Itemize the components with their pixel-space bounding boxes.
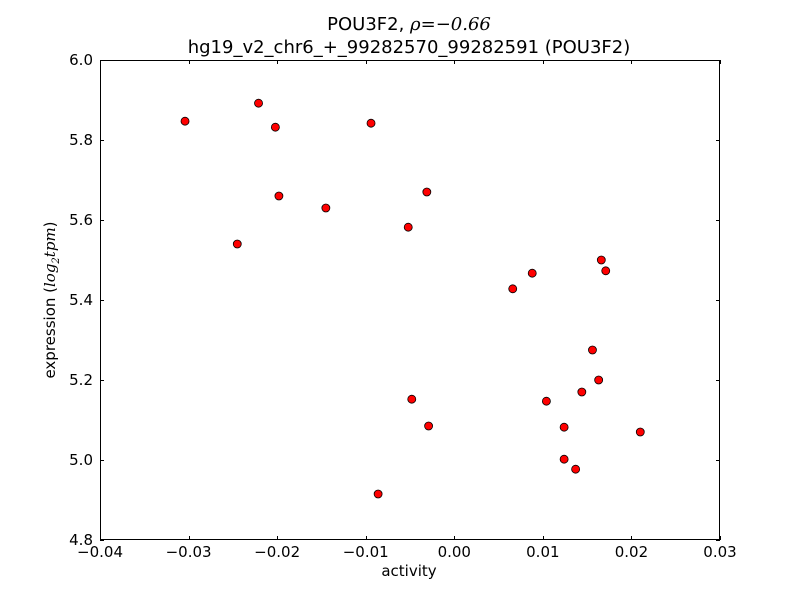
y-axis-label: expression (log2tpm)	[41, 221, 62, 378]
scatter-point	[588, 345, 597, 355]
y-tick-label: 5.8	[69, 131, 93, 149]
scatter-point	[635, 427, 645, 437]
y-tick-label: 5.4	[69, 291, 93, 309]
y-tick-label: 4.8	[69, 531, 93, 549]
y-axis: 4.8 5.0 5.2 5.4 5.6 5.8 6.0	[69, 51, 720, 549]
x-tick-label: −0.04	[77, 543, 123, 561]
scatter-point	[407, 394, 417, 404]
scatter-point	[274, 191, 284, 201]
y-label-sub: 2	[51, 257, 62, 264]
x-tick-label: −0.03	[166, 543, 212, 561]
title-rho-symbol: ρ	[409, 14, 421, 35]
x-tick-label: 0.00	[438, 543, 471, 561]
scatter-point	[527, 268, 537, 278]
scatter-points	[180, 98, 645, 499]
y-tick-label: 5.6	[69, 211, 93, 229]
scatter-point	[577, 387, 587, 397]
scatter-point	[594, 375, 604, 385]
scatter-point	[422, 187, 432, 197]
x-axis-label: activity	[381, 562, 436, 580]
y-label-close: )	[41, 221, 59, 227]
scatter-point	[403, 222, 413, 232]
y-label-tpm: tpm	[41, 227, 59, 257]
scatter-point	[571, 464, 581, 474]
plot-area	[100, 60, 720, 540]
y-label-log: log	[41, 264, 59, 287]
y-tick-label: 5.2	[69, 371, 93, 389]
x-tick-label: 0.03	[703, 543, 736, 561]
y-tick-label: 6.0	[69, 51, 93, 69]
title-rho-value: =−0.66	[421, 14, 491, 35]
scatter-point	[559, 422, 569, 432]
scatter-point	[508, 284, 518, 294]
x-axis: −0.04 −0.03 −0.02 −0.01 0.00 0.01 0.02 0.03	[77, 60, 737, 561]
scatter-point	[424, 421, 434, 431]
scatter-point	[254, 98, 263, 108]
x-tick-label: −0.02	[254, 543, 300, 561]
scatter-point	[366, 118, 376, 128]
y-label-main: expression (	[41, 287, 59, 379]
scatter-point	[542, 396, 551, 406]
x-tick-label: −0.01	[343, 543, 389, 561]
scatter-point	[270, 122, 280, 132]
scatter-point	[373, 489, 383, 499]
scatter-point	[596, 255, 606, 265]
chart-title-line1: POU3F2, ρ=−0.66	[327, 14, 491, 35]
scatter-point	[559, 454, 569, 464]
x-tick-label: 0.01	[526, 543, 559, 561]
scatter-point	[180, 116, 190, 126]
y-tick-label: 5.0	[69, 451, 93, 469]
chart-title-line2: hg19_v2_chr6_+_99282570_99282591 (POU3F2…	[188, 37, 631, 58]
x-tick-label: 0.02	[615, 543, 648, 561]
scatter-point	[232, 239, 242, 249]
scatter-point	[601, 266, 611, 276]
scatter-point	[321, 203, 331, 213]
title-prefix: POU3F2,	[327, 14, 410, 35]
